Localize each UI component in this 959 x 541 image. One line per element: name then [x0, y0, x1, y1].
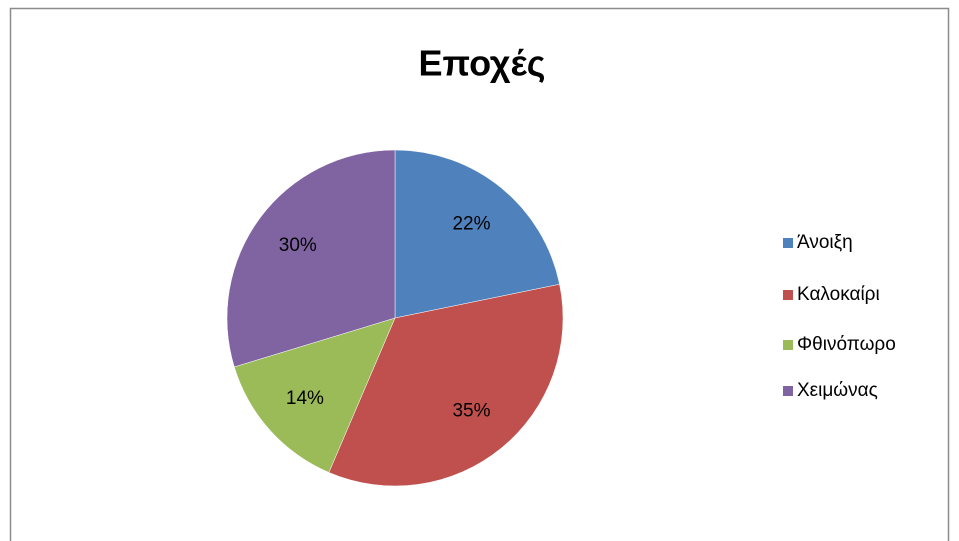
legend-label: Καλοκαίρι: [797, 284, 880, 305]
pie-slice: [394, 149, 560, 319]
legend-swatch: [783, 386, 793, 396]
value-label: 35%: [452, 401, 490, 422]
value-label: 22%: [452, 213, 490, 234]
legend-label: Χειμώνας: [797, 380, 878, 401]
chart-title: Εποχές: [419, 43, 546, 84]
value-label: 14%: [286, 388, 324, 409]
legend-label: Άνοιξη: [797, 232, 853, 253]
pie-slice: [226, 149, 396, 368]
legend-label: Φθινόπωρο: [797, 334, 896, 355]
chart-frame: [9, 7, 950, 541]
pie-slice: [233, 317, 396, 473]
legend-swatch: [783, 290, 793, 300]
legend-swatch: [783, 340, 793, 350]
legend-swatch: [783, 238, 793, 248]
pie-slice: [328, 283, 564, 487]
value-label: 30%: [279, 235, 317, 256]
